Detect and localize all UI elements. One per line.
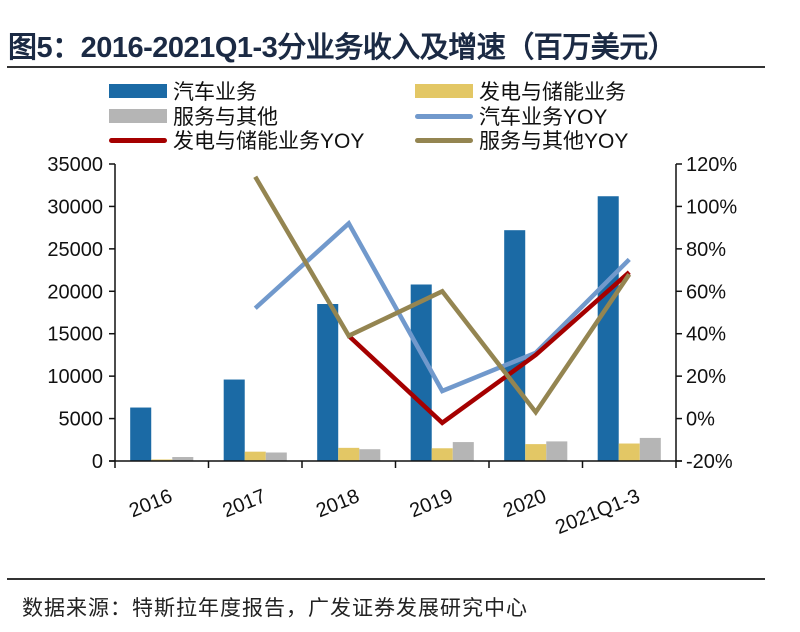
right-tick-label: 60% xyxy=(686,281,726,303)
bar-2020 xyxy=(504,230,526,461)
x-tick-label: 2020 xyxy=(500,485,550,522)
bar-2020 xyxy=(525,444,547,461)
x-tick-label: 2019 xyxy=(407,485,457,522)
left-tick-label: 30000 xyxy=(47,196,103,218)
source-divider xyxy=(7,578,765,580)
legend-item-energy-yoy: 发电与储能业务YOY xyxy=(109,125,364,155)
left-tick-label: 25000 xyxy=(47,239,103,261)
bar-2021Q1-3 xyxy=(597,196,619,461)
bar-2019 xyxy=(431,448,453,461)
bar-2018 xyxy=(359,449,381,461)
left-tick-label: 10000 xyxy=(47,366,103,388)
legend-item-energy: 发电与储能业务 xyxy=(415,76,626,106)
line-series xyxy=(253,175,632,417)
left-tick-label: 5000 xyxy=(59,409,104,431)
bar-2016 xyxy=(130,407,152,461)
bar-2017 xyxy=(223,379,245,461)
bar-2019 xyxy=(452,442,474,461)
right-tick-label: 0% xyxy=(686,409,715,431)
bar-2016 xyxy=(151,459,173,461)
left-tick-label: 15000 xyxy=(47,324,103,346)
left-tick-label: 0 xyxy=(92,451,103,473)
source-note: 数据来源：特斯拉年度报告，广发证券发展研究中心 xyxy=(22,597,528,620)
right-tick-label: 40% xyxy=(686,324,726,346)
legend-swatch xyxy=(109,137,167,143)
bar-2016 xyxy=(172,457,194,461)
title-divider xyxy=(7,66,765,68)
chart-title: 图5：2016-2021Q1-3分业务收入及增速（百万美元） xyxy=(8,32,677,64)
legend-swatch xyxy=(415,84,473,98)
left-tick-label: 20000 xyxy=(47,281,103,303)
bar-2020 xyxy=(546,441,568,461)
bar-2017 xyxy=(265,452,287,461)
legend-label: 服务与其他YOY xyxy=(479,130,629,153)
legend-label: 发电与储能业务 xyxy=(479,81,626,104)
bar-2017 xyxy=(244,451,266,461)
line-series xyxy=(253,219,631,394)
bar-2018 xyxy=(338,447,360,461)
bar-2018 xyxy=(317,304,339,461)
legend-label: 服务与其他 xyxy=(173,106,278,129)
bar-2021Q1-3 xyxy=(618,443,640,461)
legend-item-auto-yoy: 汽车业务YOY xyxy=(415,101,607,131)
right-tick-label: 80% xyxy=(686,239,726,261)
legend-swatch xyxy=(415,137,473,143)
x-tick-label: 2017 xyxy=(220,485,270,522)
x-tick-label: 2018 xyxy=(313,485,363,522)
bar-2021Q1-3 xyxy=(639,437,661,461)
legend-item-auto: 汽车业务 xyxy=(109,76,257,106)
legend-swatch xyxy=(109,109,167,123)
legend-item-services-yoy: 服务与其他YOY xyxy=(415,125,628,155)
legend-label: 发电与储能业务YOY xyxy=(173,130,365,153)
legend-swatch xyxy=(415,113,473,119)
x-tick-label: 2016 xyxy=(126,485,176,522)
right-tick-label: 120% xyxy=(686,154,737,176)
right-tick-label: -20% xyxy=(686,451,733,473)
legend-label: 汽车业务YOY xyxy=(479,106,608,129)
right-tick-label: 100% xyxy=(686,196,737,218)
bar-2019 xyxy=(410,284,432,461)
legend-item-services: 服务与其他 xyxy=(109,101,278,131)
left-tick-label: 35000 xyxy=(47,154,103,176)
right-tick-label: 20% xyxy=(686,366,726,388)
line-series xyxy=(347,270,631,426)
legend-label: 汽车业务 xyxy=(173,81,257,104)
legend-swatch xyxy=(109,84,167,98)
x-tick-label: 2021Q1-3 xyxy=(552,485,643,539)
